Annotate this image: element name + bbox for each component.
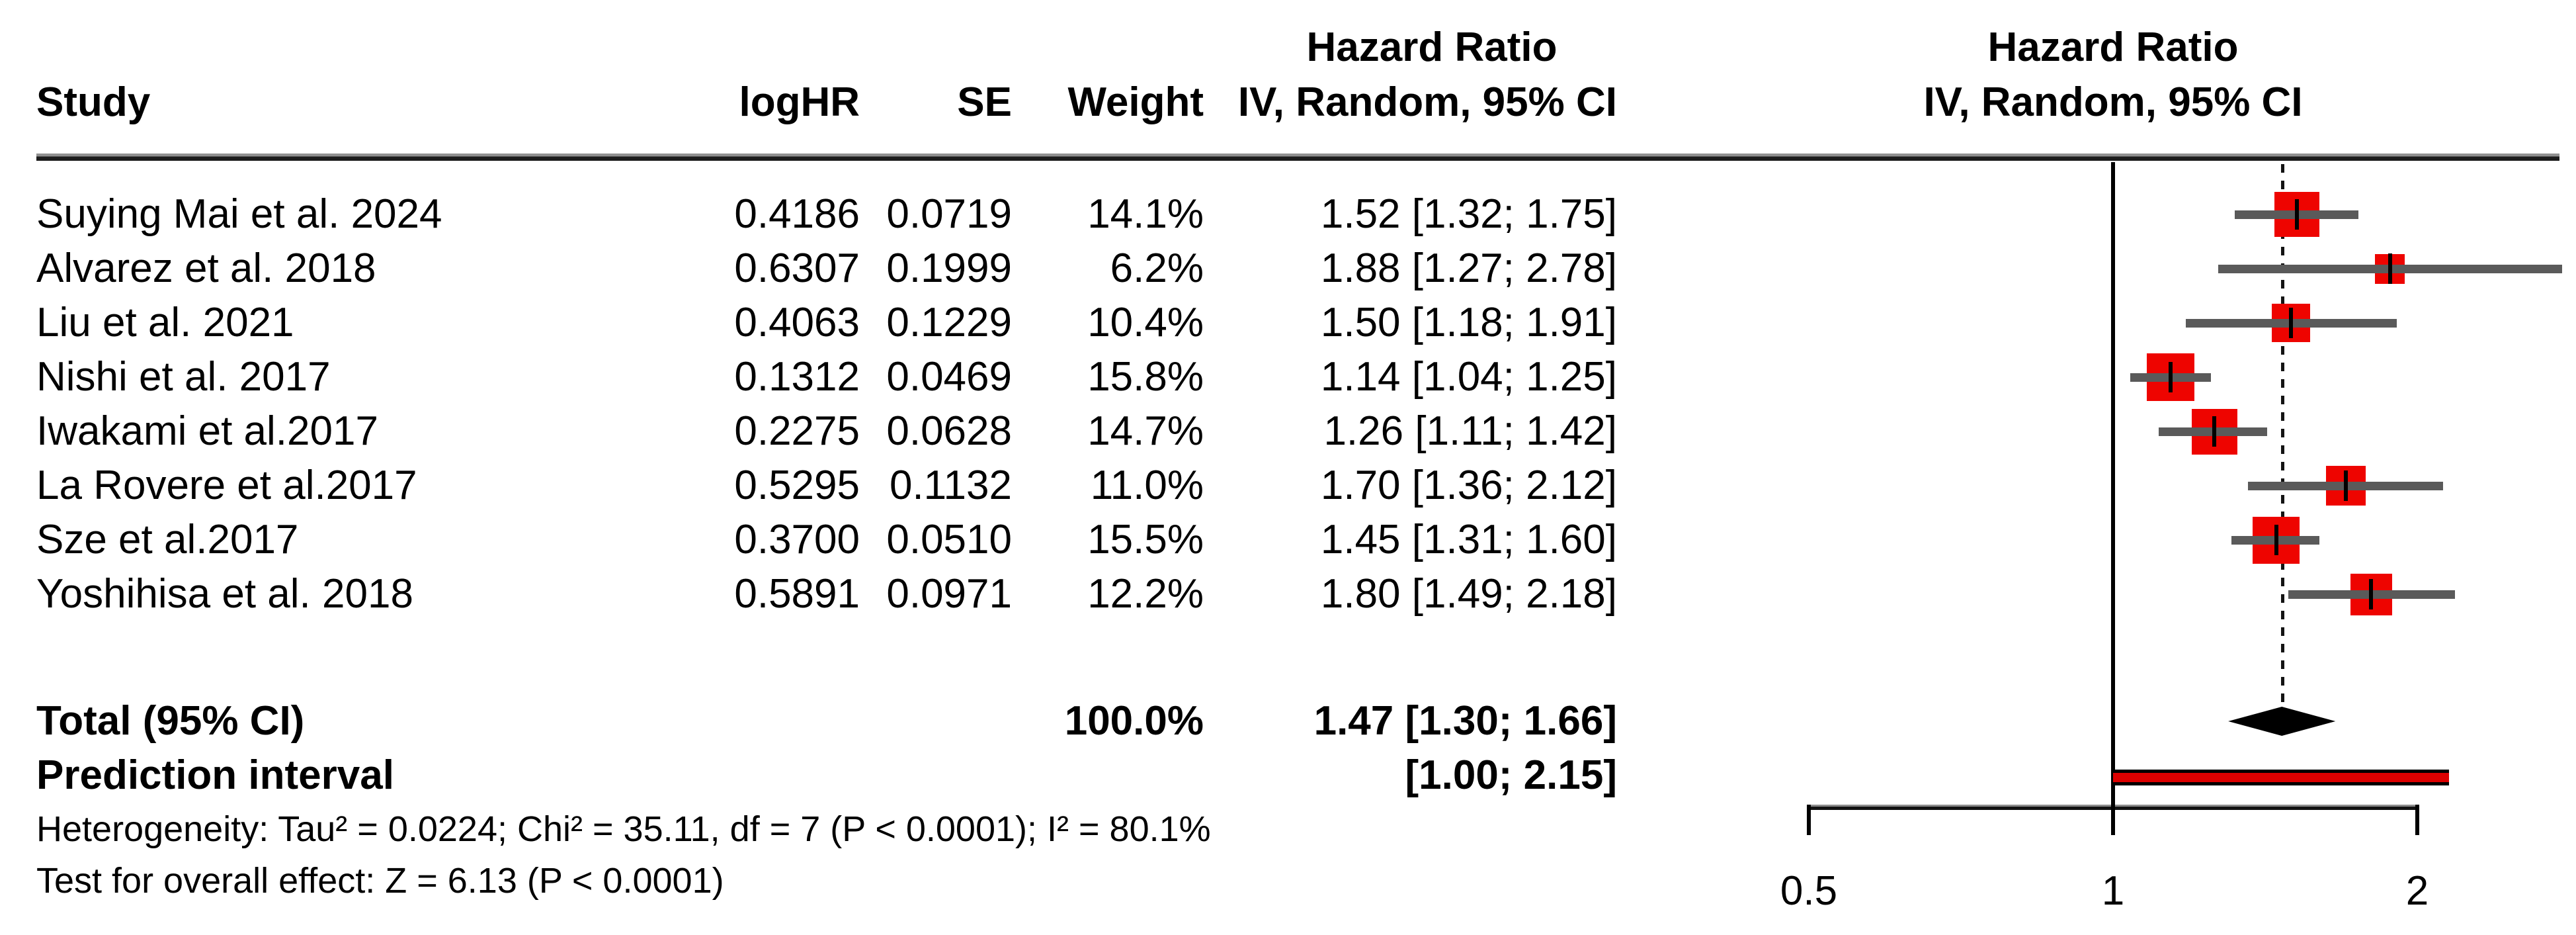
column-header-iv-random-ci-plot: IV, Random, 95% CI bbox=[1923, 79, 2303, 125]
total-ci-text: 1.47 [1.30; 1.66] bbox=[1313, 698, 1617, 744]
study-name: Iwakami et al.2017 bbox=[36, 408, 378, 454]
study-row: Sze et al.2017 0.3700 0.0510 15.5% 1.45 [1.3… bbox=[36, 513, 1617, 567]
total-diamond bbox=[2228, 707, 2336, 736]
column-header-weight: Weight bbox=[1067, 79, 1204, 125]
study-loghr: 0.4063 bbox=[734, 300, 860, 345]
forest-estimate-tick bbox=[2294, 199, 2299, 230]
study-loghr: 0.4186 bbox=[734, 191, 860, 237]
reference-line-hr-1 bbox=[2111, 162, 2115, 809]
study-se: 0.0628 bbox=[886, 408, 1012, 454]
forest-estimate-tick bbox=[2274, 525, 2278, 555]
total-row: Total (95% CI) 100.0% 1.47 [1.30; 1.66] bbox=[36, 694, 1617, 748]
study-se: 0.0719 bbox=[886, 191, 1012, 237]
study-se: 0.1229 bbox=[886, 300, 1012, 345]
study-row: Suying Mai et al. 2024 0.4186 0.0719 14.1% 1… bbox=[36, 187, 1617, 242]
overall-effect-footnote: Test for overall effect: Z = 6.13 (P < 0… bbox=[36, 861, 724, 901]
pooled-estimate-dotted-line bbox=[2280, 164, 2284, 707]
study-name: Suying Mai et al. 2024 bbox=[36, 191, 442, 237]
total-weight: 100.0% bbox=[1064, 698, 1204, 744]
column-header-se: SE bbox=[957, 79, 1012, 125]
column-header-iv-random-ci: IV, Random, 95% CI bbox=[1237, 79, 1617, 125]
x-axis-tick bbox=[2415, 805, 2419, 835]
study-name: Yoshihisa et al. 2018 bbox=[36, 571, 413, 617]
header-rule bbox=[36, 154, 2559, 161]
prediction-interval-bar bbox=[2113, 770, 2449, 785]
column-header-loghr: logHR bbox=[739, 79, 860, 125]
prediction-interval-ci-text: [1.00; 2.15] bbox=[1405, 752, 1617, 798]
study-weight: 6.2% bbox=[1110, 245, 1204, 291]
study-weight: 12.2% bbox=[1087, 571, 1204, 617]
study-row: Iwakami et al.2017 0.2275 0.0628 14.7% 1.26 … bbox=[36, 404, 1617, 459]
study-weight: 14.7% bbox=[1087, 408, 1204, 454]
study-name: Alvarez et al. 2018 bbox=[36, 245, 376, 291]
study-ci-text: 1.88 [1.27; 2.78] bbox=[1320, 245, 1617, 291]
forest-estimate-tick bbox=[2289, 308, 2294, 338]
study-loghr: 0.5295 bbox=[734, 463, 860, 508]
study-ci-text: 1.26 [1.11; 1.42] bbox=[1323, 408, 1617, 454]
study-loghr: 0.2275 bbox=[734, 408, 860, 454]
study-weight: 10.4% bbox=[1087, 300, 1204, 345]
column-header-row: Study logHR SE Weight IV, Random, 95% CI bbox=[36, 75, 1617, 130]
column-header-study: Study bbox=[36, 79, 151, 125]
total-label: Total (95% CI) bbox=[36, 698, 305, 744]
study-se: 0.1999 bbox=[886, 245, 1012, 291]
study-name: Nishi et al. 2017 bbox=[36, 354, 331, 400]
study-se: 0.0510 bbox=[886, 517, 1012, 562]
study-weight: 11.0% bbox=[1090, 463, 1204, 508]
study-row: La Rovere et al.2017 0.5295 0.1132 11.0% 1.7… bbox=[36, 459, 1617, 513]
study-ci-text: 1.52 [1.32; 1.75] bbox=[1320, 191, 1617, 237]
heterogeneity-footnote: Heterogeneity: Tau² = 0.0224; Chi² = 35.… bbox=[36, 809, 1211, 849]
study-ci-text: 1.14 [1.04; 1.25] bbox=[1320, 354, 1617, 400]
study-row: Yoshihisa et al. 2018 0.5891 0.0971 12.2% 1.… bbox=[36, 567, 1617, 621]
prediction-interval-label: Prediction interval bbox=[36, 752, 394, 798]
study-name: Liu et al. 2021 bbox=[36, 300, 294, 345]
study-ci-text: 1.80 [1.49; 2.18] bbox=[1320, 571, 1617, 617]
prediction-interval-row: Prediction interval [1.00; 2.15] bbox=[36, 748, 1617, 803]
study-name: Sze et al.2017 bbox=[36, 517, 299, 562]
x-axis-tick bbox=[2111, 805, 2115, 835]
forest-estimate-tick bbox=[2212, 416, 2217, 447]
forest-estimate-tick bbox=[2344, 470, 2348, 501]
study-loghr: 0.1312 bbox=[734, 354, 860, 400]
study-se: 0.0469 bbox=[886, 354, 1012, 400]
forest-estimate-tick bbox=[2168, 362, 2173, 392]
study-ci-text: 1.50 [1.18; 1.91] bbox=[1320, 300, 1617, 345]
study-loghr: 0.6307 bbox=[734, 245, 860, 291]
x-axis-tick-label: 0.5 bbox=[1780, 868, 1838, 914]
study-se: 0.0971 bbox=[886, 571, 1012, 617]
x-axis-tick-label: 1 bbox=[2101, 868, 2125, 914]
x-axis-tick-label: 2 bbox=[2405, 868, 2429, 914]
study-se: 0.1132 bbox=[889, 463, 1012, 508]
study-row: Alvarez et al. 2018 0.6307 0.1999 6.2% 1.88 … bbox=[36, 242, 1617, 296]
study-ci-text: 1.45 [1.31; 1.60] bbox=[1320, 517, 1617, 562]
header-hazard-ratio-plot-column: Hazard Ratio bbox=[1987, 24, 2239, 70]
study-row: Liu et al. 2021 0.4063 0.1229 10.4% 1.50 [1.… bbox=[36, 296, 1617, 350]
study-loghr: 0.3700 bbox=[734, 517, 860, 562]
study-weight: 14.1% bbox=[1087, 191, 1204, 237]
x-axis-tick bbox=[1807, 805, 1811, 835]
forest-estimate-tick bbox=[2388, 253, 2392, 284]
study-weight: 15.8% bbox=[1087, 354, 1204, 400]
forest-estimate-tick bbox=[2369, 579, 2374, 609]
study-weight: 15.5% bbox=[1087, 517, 1204, 562]
study-ci-text: 1.70 [1.36; 2.12] bbox=[1320, 463, 1617, 508]
study-name: La Rovere et al.2017 bbox=[36, 463, 417, 508]
study-row: Nishi et al. 2017 0.1312 0.0469 15.8% 1.14 [… bbox=[36, 350, 1617, 404]
header-hazard-ratio-text-column: Hazard Ratio bbox=[1306, 24, 1558, 70]
study-loghr: 0.5891 bbox=[734, 571, 860, 617]
